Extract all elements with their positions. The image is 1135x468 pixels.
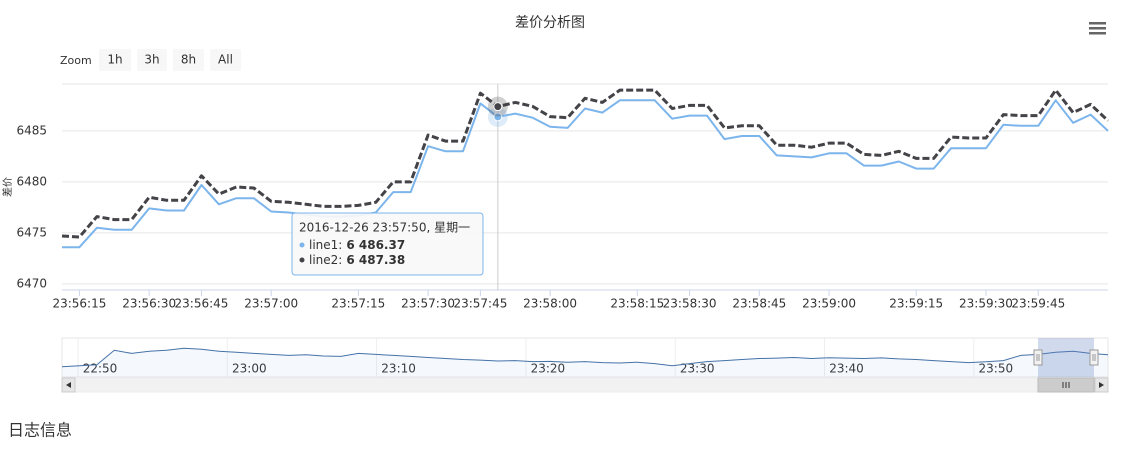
hover-marker [493,102,503,112]
y-tick-label: 6475 [16,225,47,239]
tooltip-series-name: line2 [309,253,338,267]
series-line [62,99,1109,249]
menu-button[interactable] [1089,22,1106,35]
zoom-button-bg [210,49,241,71]
zoom-button-label: All [218,53,233,67]
navigator-handle[interactable] [1033,349,1043,366]
tooltip-separator: : [338,238,342,252]
navigator-tick-label: 23:10 [381,362,416,376]
zoom-button-bg [173,49,204,71]
navigator-selection [1038,338,1094,377]
scroll-left-button[interactable] [61,377,76,393]
tooltip-series-name: line1 [309,238,338,252]
navigator-tick-label: 23:40 [829,362,864,376]
tooltip-header: 2016-12-26 23:57:50, 星期一 [299,221,470,235]
scroll-arrow [1099,382,1104,388]
navigator-handle[interactable] [1089,349,1099,366]
x-tick-label: 23:57:30 [401,297,455,311]
chart-title: 差价分析图 [515,15,585,31]
x-tick-label: 23:57:45 [453,297,507,311]
zoom-button[interactable]: 1h [99,49,131,71]
navigator-tick-label: 23:50 [979,362,1014,376]
x-tick-label: 23:56:30 [122,297,176,311]
x-tick-label: 23:58:30 [663,297,717,311]
navigator-tick-label: 23:30 [680,362,715,376]
zoom-button[interactable]: 8h [173,49,204,71]
series-line [61,88,1110,239]
zoom-button-label: 3h [144,53,159,67]
x-tick-label: 23:59:30 [959,297,1013,311]
x-tick-label: 23:56:15 [52,297,106,311]
zoom-label: Zoom [60,54,92,67]
handle-box [1089,349,1099,366]
y-tick-label: 6485 [16,123,47,137]
tooltip-row: line1: 6 486.37 [309,238,405,252]
x-tick-label: 23:59:45 [1011,297,1065,311]
scrollbar-thumb[interactable] [1037,377,1095,393]
scroll-arrow [66,382,71,388]
hover-marker [493,112,503,122]
navigator-tick-label: 23:20 [531,362,566,376]
zoom-button-bg [99,49,131,71]
y-tick-label: 6480 [16,174,47,188]
tooltip-value: 6 487.38 [346,253,405,267]
tooltip-separator: : [338,253,342,267]
x-tick-label: 23:56:45 [175,297,229,311]
navigator-bg [61,337,1109,378]
zoom-button[interactable]: 3h [137,49,167,71]
tooltip-dot [299,242,305,248]
footer-heading: 日志信息 [8,421,72,440]
tooltip-box [291,212,484,276]
x-tick-label: 23:57:15 [331,297,385,311]
x-tick-label: 23:59:15 [889,297,943,311]
x-tick-label: 23:58:00 [523,297,577,311]
x-tick-label: 23:59:00 [802,297,856,311]
y-axis-title: 差价 [1,177,14,197]
tooltip-row: line2: 6 487.38 [309,253,405,267]
zoom-button-label: 1h [107,53,122,67]
zoom-button-bg [137,49,167,71]
menu-bar [1089,32,1106,35]
menu-bar [1089,27,1106,30]
navigator-tick-label: 23:00 [232,362,267,376]
x-tick-label: 23:58:15 [610,297,664,311]
navigator-area [62,348,1108,377]
y-tick-label: 6470 [16,276,47,290]
scrollbar-track [61,377,1109,393]
handle-box [1033,349,1043,366]
zoom-button-label: 8h [181,53,196,67]
menu-bar [1089,22,1106,25]
scroll-right-button[interactable] [1094,377,1109,393]
x-tick-label: 23:57:00 [244,297,298,311]
navigator-line [61,347,1109,368]
tooltip-value: 6 486.37 [346,238,405,252]
zoom-button[interactable]: All [210,49,241,71]
x-tick-label: 23:58:45 [732,297,786,311]
tooltip-dot [299,257,305,263]
